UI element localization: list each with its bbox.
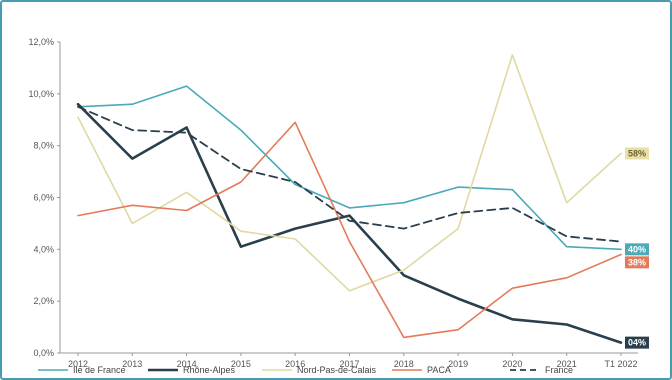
- legend-item: France: [510, 365, 573, 375]
- x-tick-label: 2012: [68, 359, 88, 369]
- series-line: [77, 121, 622, 339]
- end-label-text: 38%: [628, 257, 646, 267]
- end-label-text: 58%: [628, 148, 646, 158]
- legend-label: Nord-Pas-de-Calais: [297, 365, 377, 375]
- end-label-box: [625, 256, 649, 269]
- x-tick-labels: 2012 2013 2014 2015 2016 2017 2018 2019 2020 2021…: [68, 353, 638, 369]
- legend-item: PACA: [392, 365, 451, 375]
- legend-label: France: [545, 365, 573, 375]
- end-label: 38%: [625, 256, 649, 269]
- legend-item: Ile de France: [38, 365, 126, 375]
- x-tick-label: 2014: [177, 359, 197, 369]
- x-tick-label: 2019: [448, 359, 468, 369]
- end-value-labels: 58% 40% 38% 04%: [625, 147, 649, 349]
- x-tick-label: 2013: [122, 359, 142, 369]
- series-line: [77, 54, 622, 292]
- legend: Ile de France Rhône-Alpes Nord-Pas-de-Cala…: [38, 365, 573, 375]
- end-label-text: 40%: [628, 244, 646, 254]
- end-label-box: [625, 243, 649, 256]
- y-tick-label: 2,0%: [33, 296, 54, 306]
- y-tick-label: 12,0%: [28, 37, 54, 47]
- end-label: 04%: [625, 336, 649, 349]
- legend-item: Nord-Pas-de-Calais: [262, 365, 377, 375]
- series-lines: [76, 54, 623, 344]
- y-tick-label: 6,0%: [33, 193, 54, 203]
- series-line: [77, 85, 622, 251]
- legend-item: Rhône-Alpes: [148, 365, 236, 375]
- series-line: [76, 102, 623, 344]
- legend-label: PACA: [427, 365, 451, 375]
- x-tick-label: 2016: [285, 359, 305, 369]
- x-tick-label: 2021: [557, 359, 577, 369]
- legend-label: Rhône-Alpes: [183, 365, 236, 375]
- end-label-box: [625, 147, 649, 160]
- y-tick-label: 8,0%: [33, 141, 54, 151]
- y-tick-label: 4,0%: [33, 244, 54, 254]
- y-tick-label: 0,0%: [33, 348, 54, 358]
- series-line: [77, 105, 622, 243]
- x-tick-label: 2015: [231, 359, 251, 369]
- end-label: 58%: [625, 147, 649, 160]
- legend-label: Ile de France: [73, 365, 126, 375]
- end-label-box: [625, 336, 649, 349]
- x-tick-label: 2020: [502, 359, 522, 369]
- y-tick-label: 10,0%: [28, 89, 54, 99]
- y-tick-labels: 0,0% 2,0% 4,0% 6,0% 8,0% 10,0% 12,0%: [28, 37, 60, 358]
- x-tick-label: 2017: [339, 359, 359, 369]
- x-tick-label: 2018: [394, 359, 414, 369]
- end-label: 40%: [625, 243, 649, 256]
- x-tick-label: T1 2022: [604, 359, 637, 369]
- end-label-text: 04%: [628, 338, 646, 348]
